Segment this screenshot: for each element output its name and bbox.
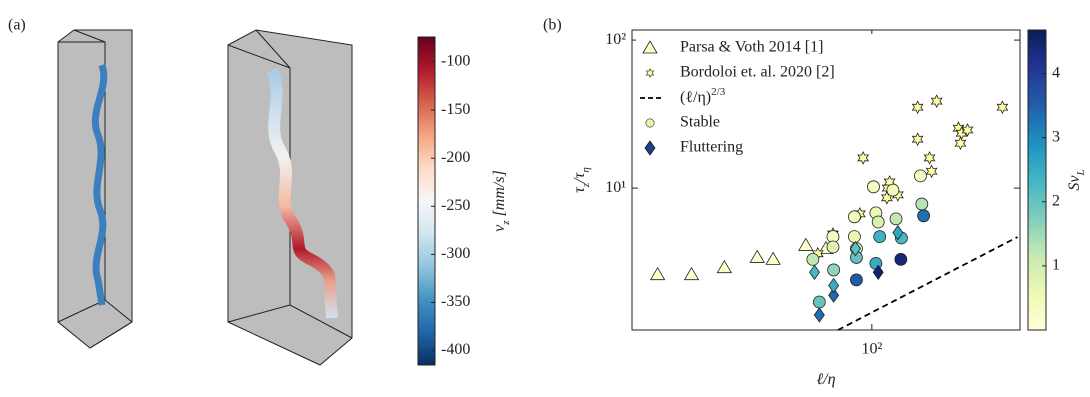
text-part: z — [580, 182, 592, 188]
text-part: [mm/s] — [491, 170, 508, 220]
text-part: η — [580, 167, 592, 172]
point — [812, 295, 826, 309]
colorbar-label: SvL — [1066, 169, 1087, 190]
colorbar-tick-label: -400 — [441, 341, 470, 358]
colorbar-tick-label: -150 — [441, 101, 470, 118]
legend-marker — [645, 68, 655, 78]
point — [649, 266, 666, 281]
point — [871, 215, 885, 229]
point — [930, 94, 943, 109]
point — [716, 259, 733, 274]
y-tick-label: 10² — [605, 31, 626, 48]
colorbar-tick-label: -350 — [441, 293, 470, 310]
point — [749, 249, 765, 263]
legend-marker — [644, 140, 656, 156]
text-part: z — [500, 220, 512, 226]
point — [828, 287, 840, 303]
reference-line — [837, 236, 1018, 331]
colorbar-tick-label: -200 — [441, 149, 470, 166]
point — [961, 123, 974, 137]
colorbar — [1027, 29, 1047, 331]
point — [827, 263, 841, 277]
point — [894, 252, 908, 266]
x-tick-label: 10² — [861, 341, 882, 358]
point — [798, 237, 814, 251]
point — [892, 224, 904, 241]
legend-text: (ℓ/η)2/3 — [680, 86, 726, 106]
x-axis-label: ℓ/η — [816, 371, 835, 388]
colorbar-tick-label: -100 — [441, 53, 470, 70]
point — [828, 277, 840, 294]
text-part: Sv — [1066, 175, 1083, 191]
plot-frame — [631, 29, 1021, 331]
text-part: ℓ/η — [816, 371, 835, 388]
legend-marker — [642, 40, 658, 54]
point — [826, 240, 840, 254]
point — [683, 266, 700, 281]
ribbon-left — [91, 63, 108, 306]
point — [915, 197, 929, 211]
colorbar-tick-label: -300 — [441, 245, 470, 262]
point — [925, 164, 938, 179]
point — [857, 150, 870, 165]
colorbar — [417, 36, 436, 366]
text-part: L — [1075, 169, 1087, 176]
point — [806, 252, 820, 266]
y-axis-label: τz/τη — [571, 167, 592, 193]
legend-text: Bordoloi et. al. 2020 [2] — [680, 64, 835, 81]
text-part: τ — [571, 186, 588, 193]
point — [850, 273, 863, 287]
point — [872, 264, 884, 280]
point — [914, 169, 927, 183]
ribbon-right — [266, 67, 338, 319]
text-part: 2/3 — [711, 86, 726, 98]
point — [873, 230, 887, 244]
point — [911, 100, 924, 115]
panel-label: (b) — [543, 17, 562, 34]
text-part: /τ — [571, 171, 588, 183]
y-tick-label: 10¹ — [605, 179, 626, 196]
point — [809, 264, 821, 280]
colorbar-tick-label: 1 — [1052, 257, 1060, 274]
point — [886, 183, 900, 197]
colorbar-tick-label: 2 — [1052, 192, 1060, 209]
text-part: (ℓ/η) — [680, 89, 711, 106]
point — [813, 307, 825, 323]
point — [867, 180, 880, 194]
colorbar-label: vz [mm/s] — [491, 170, 512, 232]
legend-text: Fluttering — [680, 139, 743, 156]
colorbar-tick-label: 3 — [1052, 128, 1060, 145]
legend-marker — [645, 118, 655, 128]
panel-label: (a) — [8, 17, 26, 34]
legend-text: Parsa & Voth 2014 [1] — [680, 39, 823, 56]
point — [765, 251, 781, 265]
point — [996, 100, 1009, 115]
point — [954, 136, 967, 151]
point — [911, 132, 924, 147]
colorbar-tick-label: -250 — [441, 197, 470, 214]
colorbar-tick-label: 4 — [1052, 64, 1060, 81]
text-part: v — [491, 224, 508, 232]
legend-text: Stable — [680, 114, 720, 131]
legend-box — [636, 34, 906, 170]
point — [848, 210, 861, 224]
point — [923, 150, 936, 165]
point — [917, 209, 930, 223]
point — [889, 212, 903, 226]
point — [849, 240, 861, 257]
point — [848, 230, 861, 244]
